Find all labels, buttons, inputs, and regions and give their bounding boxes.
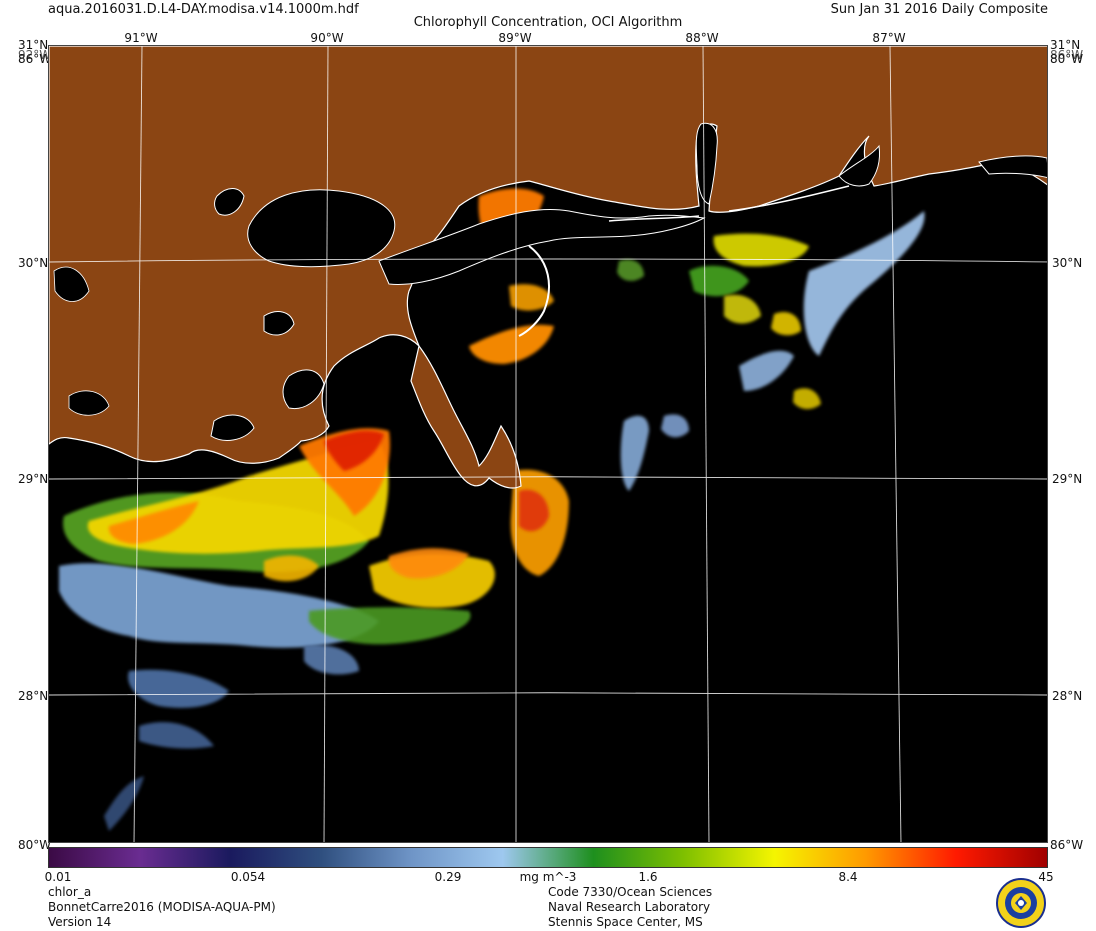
chlorophyll-map xyxy=(48,45,1048,843)
product-name: chlor_a xyxy=(48,885,92,899)
corner-label-tl-c: 86°W xyxy=(18,52,52,66)
colorbar-tick-6: 45 xyxy=(1038,870,1054,884)
lon-label-89w: 89°W xyxy=(498,31,532,45)
bloom-yellow-east-small xyxy=(793,388,821,410)
corner-label-tl-b: 92°W xyxy=(18,48,52,62)
graticule-lon-91w xyxy=(133,46,143,842)
lat-label-left-29n: 29°N xyxy=(18,472,49,486)
lat-label-left-30n: 30°N xyxy=(18,256,49,270)
plume-green-east xyxy=(617,259,644,281)
map-canvas xyxy=(49,46,1047,842)
graticule xyxy=(49,46,1047,842)
lat-label-right-30n: 30°N xyxy=(1052,256,1083,270)
corner-label-tr-a: 31°N xyxy=(1050,38,1081,52)
graticule-lon-90w xyxy=(323,46,329,842)
choctawhatchee-bay xyxy=(978,155,1047,179)
version-label: Version 14 xyxy=(48,915,112,929)
bloom-green-mobile xyxy=(689,265,749,297)
bloom-yellow-mobile xyxy=(713,233,809,267)
lon-label-87w: 87°W xyxy=(872,31,906,45)
lake-maurepas xyxy=(214,188,245,216)
plume-blue-mid xyxy=(304,645,359,675)
barataria-bay xyxy=(282,369,325,410)
bloom-yellow-sw xyxy=(264,555,319,582)
corner-label-tl-a: 31°N xyxy=(18,38,49,52)
colorbar-tick-5: 8.4 xyxy=(838,870,858,884)
event-name: BonnetCarre2016 (MODISA-AQUA-PM) xyxy=(48,900,276,914)
chandeleur-islands xyxy=(518,245,550,337)
bloom-orange-sound xyxy=(469,324,554,364)
bloom-orange-chandeleur xyxy=(509,284,554,311)
bloom-yellow-offshore-e xyxy=(724,294,761,324)
barrier-islands xyxy=(608,185,850,222)
plume-blue-tail xyxy=(104,776,144,831)
map-title: Chlorophyll Concentration, OCI Algorithm xyxy=(413,15,683,30)
org-line-3: Stennis Space Center, MS xyxy=(548,915,703,929)
bloom-orange-main xyxy=(108,501,199,544)
bloom-orange-south xyxy=(388,548,469,579)
lake-salvador xyxy=(263,311,295,336)
bloom-yellow-patch-e xyxy=(771,311,801,336)
plume-blue-far-south xyxy=(139,722,214,749)
west-lake-1 xyxy=(53,266,90,302)
land-mass xyxy=(49,46,1047,489)
mobile-bay xyxy=(695,122,718,205)
plume-blue-west xyxy=(59,563,379,648)
composite-date: Sun Jan 31 2016 Daily Composite xyxy=(830,2,1048,17)
graticule-lon-87w xyxy=(889,46,902,842)
org-line-1: Code 7330/Ocean Sciences xyxy=(548,885,713,899)
terrebonne-bay xyxy=(210,414,255,441)
lat-label-left-28n: 28°N xyxy=(18,689,49,703)
bloom-red-breton xyxy=(519,489,549,532)
land-main xyxy=(49,46,1047,464)
nrl-seal-icon xyxy=(996,878,1046,928)
graticule-lat-30n xyxy=(49,258,1047,263)
colorbar-tick-0: 0.01 xyxy=(44,870,72,884)
lat-label-right-28n: 28°N xyxy=(1052,689,1083,703)
org-line-2: Naval Research Laboratory xyxy=(548,900,711,914)
lake-pontchartrain xyxy=(247,189,396,268)
pensacola-bay xyxy=(838,144,880,187)
corner-label-tr-b: 86°W xyxy=(1050,48,1084,62)
colorbar-tick-4: 1.6 xyxy=(638,870,658,884)
plume-green-mid xyxy=(309,607,471,645)
plume-blue-east-3 xyxy=(620,415,649,491)
lat-label-right-29n: 29°N xyxy=(1052,472,1083,486)
plume-blue-east-2 xyxy=(739,350,794,391)
lon-label-91w: 91°W xyxy=(124,31,158,45)
plume-blue-east-4 xyxy=(661,414,689,438)
corner-label-tr-c: 80°W xyxy=(1050,52,1084,66)
chlorophyll-field xyxy=(59,188,925,831)
corner-label-br: 86°W xyxy=(1050,838,1084,852)
colorbar-tick-2: 0.29 xyxy=(434,870,462,884)
colorbar xyxy=(48,847,1048,868)
source-filename: aqua.2016031.D.L4-DAY.modisa.v14.1000m.h… xyxy=(48,2,359,17)
corner-label-bl: 80°W xyxy=(18,838,52,852)
bloom-red-delta xyxy=(324,430,384,471)
colorbar-units: mg m^-3 xyxy=(519,870,577,884)
colorbar-tick-1: 0.054 xyxy=(230,870,266,884)
west-lake-2 xyxy=(68,390,110,416)
plume-blue-east xyxy=(803,211,925,356)
lon-label-88w: 88°W xyxy=(685,31,719,45)
graticule-lon-88w xyxy=(702,46,710,842)
plume-blue-southwest xyxy=(128,669,229,708)
bird-foot-delta xyxy=(410,344,522,489)
lon-label-90w: 90°W xyxy=(310,31,344,45)
